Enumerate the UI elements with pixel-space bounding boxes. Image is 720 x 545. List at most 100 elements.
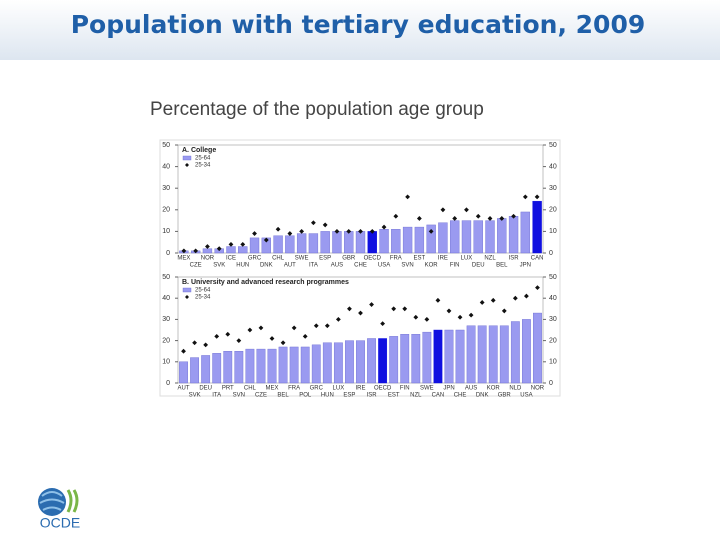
marker-diamond — [428, 229, 434, 234]
marker-diamond — [287, 231, 293, 236]
x-tick-label: CHL — [244, 386, 257, 392]
x-tick-label: ITA — [212, 393, 221, 399]
bar — [223, 351, 233, 384]
y2-tick-label: 20 — [549, 337, 557, 344]
x-tick-label: GBR — [498, 393, 512, 399]
x-tick-label: CZE — [190, 263, 202, 269]
bar — [245, 348, 255, 384]
x-tick-label: AUT — [284, 263, 296, 269]
marker-diamond — [369, 302, 374, 307]
bar — [379, 229, 389, 254]
bar — [226, 246, 236, 254]
x-tick-label: CAN — [531, 256, 544, 262]
bar — [238, 246, 248, 254]
x-tick-label: ITA — [309, 263, 318, 269]
y2-tick-label: 20 — [549, 207, 557, 214]
marker-diamond — [302, 333, 308, 339]
marker-diamond — [424, 317, 430, 322]
bar — [256, 348, 266, 384]
x-tick-label: JPN — [520, 263, 531, 269]
x-tick-label: IRE — [355, 386, 365, 392]
bar — [391, 229, 401, 254]
marker-diamond — [346, 229, 352, 234]
x-tick-label: ESP — [343, 393, 355, 399]
x-tick-label: AUS — [465, 386, 477, 392]
x-tick-label: HUN — [321, 393, 334, 399]
legend-swatch — [182, 155, 192, 161]
x-tick-label: CHL — [272, 256, 285, 262]
bar — [378, 338, 388, 384]
marker-diamond — [499, 216, 505, 221]
marker-diamond — [358, 310, 363, 316]
marker-diamond — [214, 333, 220, 339]
marker-diamond — [236, 338, 242, 343]
x-tick-label: KOR — [425, 263, 439, 269]
bar — [488, 325, 498, 384]
bar — [414, 226, 425, 254]
bar — [367, 338, 376, 384]
marker-diamond — [311, 220, 316, 226]
marker-diamond — [446, 308, 452, 314]
marker-diamond — [435, 297, 441, 303]
bar — [296, 233, 307, 254]
panel-title: B. University and advanced research prog… — [182, 279, 349, 286]
x-tick-label: FIN — [450, 263, 460, 269]
marker-diamond — [225, 331, 231, 337]
y-tick-label: 40 — [162, 295, 170, 302]
x-tick-label: SVN — [401, 263, 413, 269]
bar — [234, 351, 244, 384]
marker-diamond — [522, 194, 528, 200]
y-tick-label: 50 — [162, 274, 170, 281]
marker-diamond — [347, 306, 352, 312]
y2-tick-label: 10 — [549, 228, 557, 235]
bar — [400, 334, 410, 384]
bar — [455, 329, 465, 384]
y2-tick-label: 30 — [549, 316, 557, 323]
slide-title: Population with tertiary education, 2009 — [71, 10, 646, 39]
marker-diamond — [358, 229, 363, 234]
x-tick-label: AUS — [331, 263, 343, 269]
bar — [422, 331, 432, 384]
marker-diamond — [512, 295, 518, 301]
x-tick-label: SVK — [189, 393, 201, 399]
bar — [450, 220, 460, 254]
marker-diamond — [275, 226, 281, 232]
marker-diamond — [263, 237, 269, 243]
subtitle: Percentage of the population age group — [150, 99, 484, 120]
bar — [355, 231, 366, 254]
marker-diamond — [413, 314, 419, 320]
marker-diamond — [487, 216, 493, 221]
bar — [332, 231, 342, 254]
x-tick-label: EST — [388, 393, 400, 399]
marker-diamond — [280, 340, 286, 346]
x-tick-label: GBR — [342, 256, 356, 262]
marker-diamond — [335, 317, 341, 322]
bar — [300, 346, 310, 384]
x-tick-label: CAN — [432, 393, 445, 399]
marker-diamond — [247, 327, 253, 333]
marker-diamond — [452, 216, 458, 221]
bar — [273, 235, 283, 254]
marker-diamond — [380, 321, 386, 327]
x-tick-label: CHE — [354, 263, 367, 269]
x-tick-label: NZL — [484, 256, 496, 262]
bar — [289, 346, 299, 384]
header-band — [0, 0, 720, 60]
panel-title: A. College — [182, 147, 216, 154]
bar — [510, 321, 520, 384]
marker-diamond — [334, 229, 340, 234]
x-tick-label: USA — [520, 393, 532, 399]
bar — [438, 222, 448, 254]
y-tick-label: 0 — [166, 250, 170, 257]
marker-diamond — [193, 248, 199, 254]
bar — [426, 224, 436, 254]
x-tick-label: SWE — [295, 256, 309, 262]
x-tick-label: HUN — [236, 263, 249, 269]
marker-diamond — [468, 312, 474, 318]
y-tick-label: 20 — [162, 207, 170, 214]
bar — [499, 325, 509, 384]
x-tick-label: MEX — [266, 386, 279, 392]
y-tick-label: 10 — [162, 228, 170, 235]
bar — [402, 226, 413, 254]
marker-diamond — [535, 285, 540, 290]
